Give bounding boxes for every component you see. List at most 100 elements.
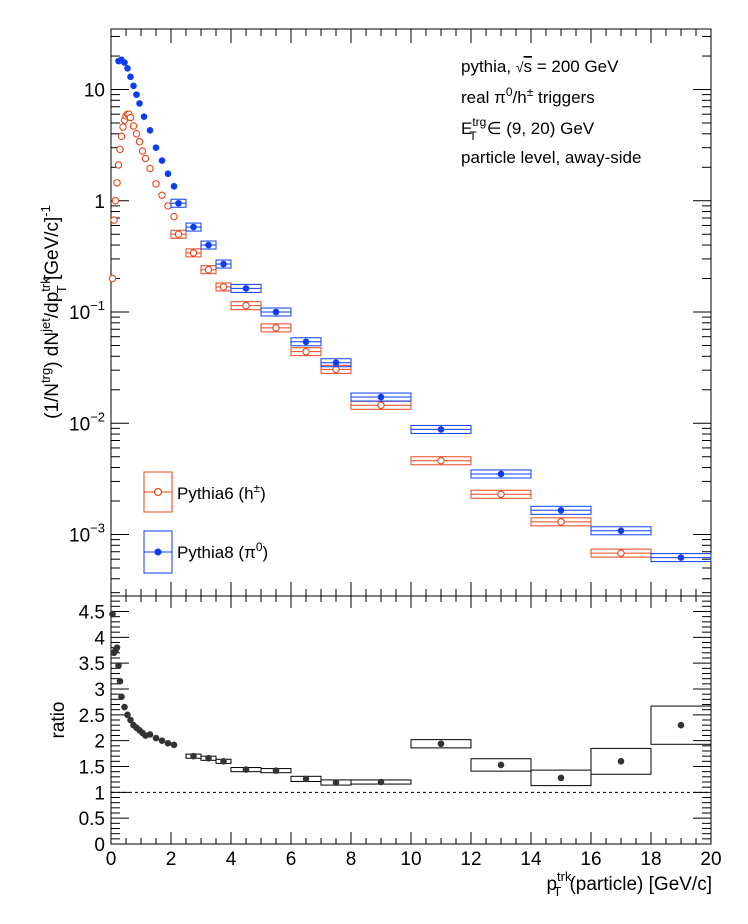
data-point xyxy=(138,147,147,155)
data-point xyxy=(146,126,154,134)
data-point xyxy=(158,191,166,200)
bottom-y-axis-label: ratio xyxy=(48,702,69,739)
data-point xyxy=(121,59,128,66)
legend: Pythia6 (h±) Pythia8 (π0) xyxy=(143,471,268,574)
top-y-tick-label: 10 xyxy=(84,81,105,102)
x-tick-label: 14 xyxy=(520,849,542,870)
x-tick-label: 16 xyxy=(580,849,601,870)
data-point xyxy=(114,161,123,169)
ratio-point xyxy=(332,779,340,786)
data-point xyxy=(113,179,121,187)
data-point xyxy=(119,123,127,131)
ratio-point xyxy=(205,754,212,762)
bottom-series xyxy=(109,610,712,787)
data-point xyxy=(152,180,160,188)
data-point xyxy=(272,324,280,332)
bottom-y-tick-label: 1 xyxy=(94,783,105,804)
ratio-point xyxy=(302,775,310,783)
x-tick-label: 8 xyxy=(346,849,357,870)
data-point xyxy=(557,518,565,526)
ratio-point xyxy=(113,644,121,651)
data-point xyxy=(190,223,197,231)
legend-entry-pythia6: Pythia6 (h±) xyxy=(143,471,266,513)
x-tick-label: 2 xyxy=(166,849,177,870)
data-point xyxy=(497,490,505,499)
ratio-point xyxy=(437,740,445,748)
data-point xyxy=(117,132,126,141)
data-point xyxy=(677,554,685,561)
data-point xyxy=(116,145,124,154)
legend-entry-pythia8: Pythia8 (π0) xyxy=(143,530,268,574)
data-point xyxy=(205,241,212,249)
ratio-point xyxy=(617,758,625,765)
data-point xyxy=(124,65,131,72)
data-point xyxy=(302,338,310,346)
data-point xyxy=(497,470,505,478)
data-point xyxy=(111,197,120,205)
bottom-y-tick-label: 0.5 xyxy=(79,809,105,830)
bottom-y-tick-label: 3 xyxy=(94,680,105,701)
bottom-y-tick-label: 2.5 xyxy=(79,706,105,727)
data-point xyxy=(219,283,228,291)
data-point xyxy=(127,73,134,81)
ratio-syst-box xyxy=(650,705,712,745)
data-point xyxy=(126,113,135,122)
data-point xyxy=(164,202,172,210)
data-point xyxy=(242,301,250,310)
ratio-point xyxy=(377,778,385,786)
data-point xyxy=(189,249,198,257)
data-point xyxy=(152,144,160,151)
data-point xyxy=(302,347,310,356)
annotation-triggers: real π0/h± triggers xyxy=(461,85,595,107)
data-point xyxy=(242,285,250,292)
data-point xyxy=(220,260,227,268)
data-point xyxy=(617,549,625,557)
ratio-point xyxy=(118,693,125,701)
data-point xyxy=(140,113,148,120)
ratio-point xyxy=(272,767,280,774)
ratio-point xyxy=(115,662,122,670)
top-y-tick-label: 10−2 xyxy=(69,409,105,435)
ratio-point xyxy=(164,739,172,747)
data-point xyxy=(377,393,385,401)
ratio-point xyxy=(124,711,131,719)
data-point xyxy=(136,100,143,107)
top-y-tick-label: 10−3 xyxy=(69,520,105,546)
ratio-point xyxy=(190,752,197,760)
bottom-y-tick-label: 3.5 xyxy=(79,654,105,675)
top-plot-frame xyxy=(110,28,712,597)
x-axis-label: ptrk T (particle) [GeV/c] xyxy=(546,869,712,899)
data-point xyxy=(332,359,340,367)
x-tick-label: 0 xyxy=(106,849,117,870)
x-tick-label: 12 xyxy=(460,849,481,870)
data-point xyxy=(130,82,137,90)
ratio-point xyxy=(152,734,160,742)
data-point xyxy=(141,154,150,163)
ratio-point xyxy=(116,677,124,685)
annotation-et-range: Etrg T ∈ (9, 20) GeV xyxy=(461,115,595,143)
x-tick-label: 4 xyxy=(226,849,237,870)
data-point xyxy=(272,308,280,316)
annotations: pythia, √s = 200 GeV real π0/h± triggers… xyxy=(461,57,641,167)
annotation-level: particle level, away-side xyxy=(461,148,641,167)
top-y-axis-label: (1/Ntrg) dNjet/dptrkT [GeV/c]-1 xyxy=(38,205,69,419)
legend-label-pythia8: Pythia8 (π0) xyxy=(177,540,268,562)
data-point xyxy=(132,130,141,138)
data-point xyxy=(377,401,385,410)
data-point xyxy=(174,230,183,239)
bottom-y-tick-label: 4.5 xyxy=(79,603,105,624)
bottom-plot-frame xyxy=(110,595,712,845)
top-y-tick-label: 1 xyxy=(94,192,105,213)
x-tick-label: 20 xyxy=(700,849,721,870)
ratio-point xyxy=(127,716,134,724)
ratio-syst-box xyxy=(590,747,652,775)
ratio-point xyxy=(677,721,685,729)
ratio-point xyxy=(557,774,565,782)
bottom-y-tick-label: 1.5 xyxy=(79,758,105,779)
annotation-energy: pythia, √s = 200 GeV xyxy=(461,57,619,76)
ratio-syst-box xyxy=(530,769,592,787)
legend-label-pythia6: Pythia6 (h±) xyxy=(177,481,266,503)
data-point xyxy=(135,137,144,146)
bottom-y-tick-label: 2 xyxy=(94,732,105,753)
